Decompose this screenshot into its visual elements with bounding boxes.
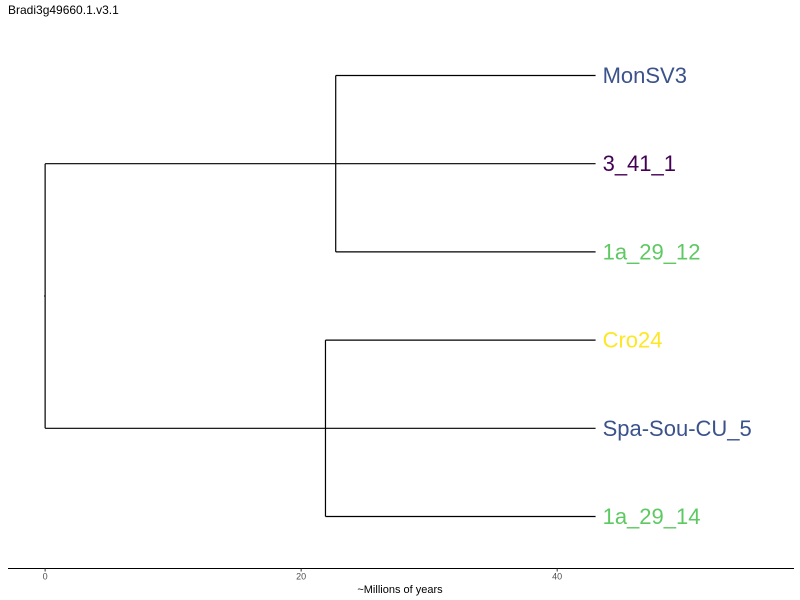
tip-label: MonSV3 bbox=[603, 63, 687, 88]
tip-label: 3_41_1 bbox=[603, 151, 676, 176]
x-axis-ticks: 0 20 40 bbox=[43, 568, 562, 582]
tip-label: 1a_29_14 bbox=[603, 504, 701, 529]
tip-label: 1a_29_12 bbox=[603, 239, 701, 264]
x-axis-title: ~Millions of years bbox=[357, 584, 443, 596]
x-tick-label: 20 bbox=[296, 572, 306, 582]
tip-label: Spa-Sou-CU_5 bbox=[603, 416, 752, 441]
tip-labels: MonSV3 3_41_1 1a_29_12 Cro24 Spa-Sou-CU_5 1a_… bbox=[603, 63, 752, 529]
x-tick-label: 0 bbox=[43, 572, 48, 582]
tip-label: Cro24 bbox=[603, 328, 663, 353]
tree-branches bbox=[44, 74, 596, 518]
x-tick-label: 40 bbox=[552, 572, 562, 582]
chart-title: Bradi3g49660.1.v3.1 bbox=[8, 3, 119, 17]
